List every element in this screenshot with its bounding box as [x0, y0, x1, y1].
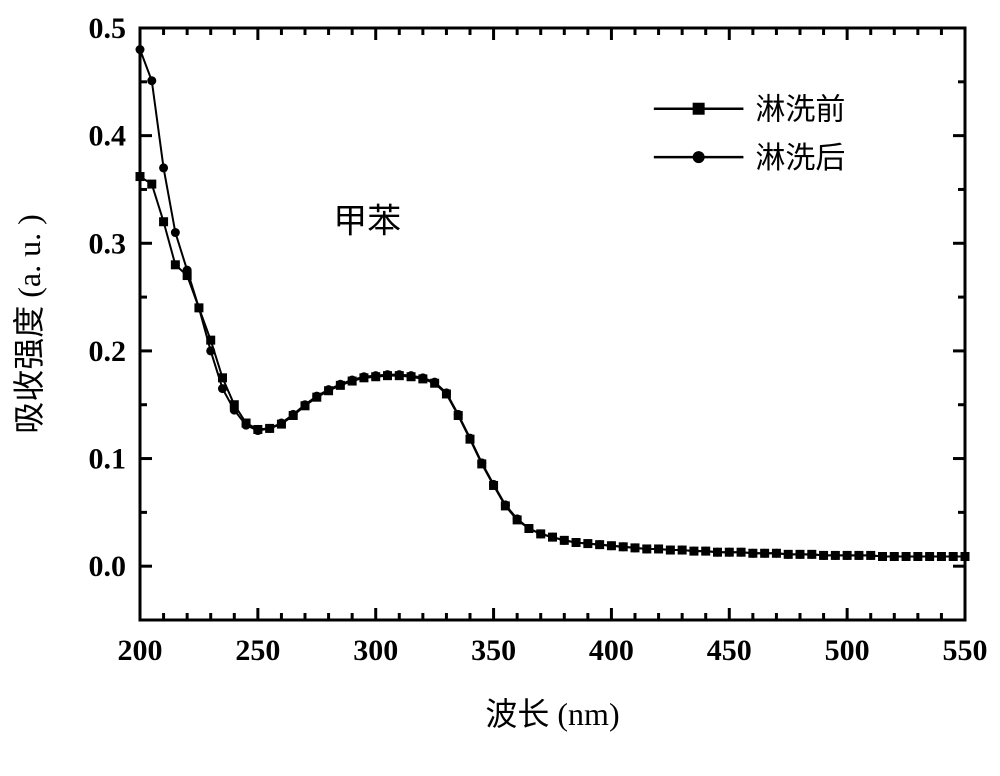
marker-circle — [418, 373, 427, 382]
marker-circle — [878, 552, 887, 561]
marker-circle — [501, 500, 510, 509]
y-tick-label: 0.3 — [89, 227, 127, 260]
marker-circle — [477, 458, 486, 467]
marker-circle — [654, 544, 663, 553]
marker-circle — [253, 426, 262, 435]
marker-circle — [206, 346, 215, 355]
marker-circle — [595, 540, 604, 549]
marker-circle — [772, 549, 781, 558]
marker-circle — [230, 406, 239, 415]
marker-circle — [961, 552, 970, 561]
y-tick-label: 0.1 — [89, 443, 127, 476]
marker-circle — [796, 550, 805, 559]
marker-circle — [607, 541, 616, 550]
marker-circle — [147, 76, 156, 85]
marker-circle — [713, 548, 722, 557]
marker-circle — [784, 550, 793, 559]
marker-circle — [619, 542, 628, 551]
marker-circle — [890, 552, 899, 561]
marker-circle — [442, 388, 451, 397]
y-tick-label: 0.0 — [89, 550, 127, 583]
series-line-before — [140, 177, 965, 557]
marker-circle — [407, 371, 416, 380]
marker-circle — [819, 551, 828, 560]
marker-circle — [194, 303, 203, 312]
marker-circle — [548, 533, 557, 542]
marker-circle — [383, 370, 392, 379]
x-tick-label: 250 — [235, 634, 280, 667]
marker-square — [147, 180, 156, 189]
marker-circle — [466, 434, 475, 443]
marker-circle — [831, 551, 840, 560]
marker-circle — [301, 400, 310, 409]
marker-square — [171, 260, 180, 269]
x-tick-label: 350 — [471, 634, 516, 667]
marker-circle — [866, 551, 875, 560]
marker-circle — [454, 410, 463, 419]
marker-circle — [937, 552, 946, 561]
marker-circle — [513, 514, 522, 523]
marker-circle — [289, 410, 298, 419]
chart-svg: 200 250 300 350 400 450 500 550 0.0 0.1 0.2 0.3 0.4 0… — [0, 0, 1000, 776]
marker-circle — [524, 524, 533, 533]
marker-circle — [359, 372, 368, 381]
legend-marker-circle — [693, 151, 705, 163]
marker-circle — [159, 163, 168, 172]
x-tick-label: 400 — [589, 634, 634, 667]
x-axis-title: 波长 (nm) — [485, 696, 619, 732]
marker-circle — [312, 392, 321, 401]
marker-circle — [925, 552, 934, 561]
x-tick-label: 200 — [118, 634, 163, 667]
marker-circle — [136, 45, 145, 54]
y-tick-label: 0.4 — [89, 120, 127, 153]
marker-circle — [371, 371, 380, 380]
marker-circle — [666, 546, 675, 555]
marker-circle — [642, 544, 651, 553]
annotation-label: 甲苯 — [333, 203, 401, 241]
marker-circle — [572, 538, 581, 547]
marker-circle — [430, 378, 439, 387]
marker-circle — [265, 424, 274, 433]
chart-container: 200 250 300 350 400 450 500 550 0.0 0.1 0.2 0.3 0.4 0… — [0, 0, 1000, 776]
marker-circle — [725, 548, 734, 557]
y-axis-title: 吸收强度 (a. u. ) — [11, 214, 47, 434]
marker-circle — [171, 228, 180, 237]
marker-circle — [913, 552, 922, 561]
marker-circle — [536, 529, 545, 538]
marker-circle — [583, 539, 592, 548]
marker-circle — [678, 546, 687, 555]
marker-circle — [324, 385, 333, 394]
marker-circle — [854, 551, 863, 560]
marker-circle — [348, 375, 357, 384]
x-tick-label: 450 — [707, 634, 752, 667]
x-tick-label: 550 — [943, 634, 988, 667]
marker-circle — [218, 384, 227, 393]
marker-circle — [737, 548, 746, 557]
marker-circle — [631, 543, 640, 552]
legend-label: 淋洗后 — [755, 142, 845, 175]
marker-circle — [395, 370, 404, 379]
y-tick-label: 0.5 — [89, 12, 127, 45]
marker-circle — [689, 547, 698, 556]
marker-circle — [560, 536, 569, 545]
x-tick-label: 500 — [825, 634, 870, 667]
marker-circle — [807, 550, 816, 559]
marker-circle — [183, 266, 192, 275]
marker-circle — [760, 549, 769, 558]
marker-circle — [242, 421, 251, 430]
marker-circle — [949, 552, 958, 561]
legend-marker-square — [693, 103, 705, 115]
legend-label: 淋洗前 — [755, 94, 845, 127]
marker-circle — [843, 551, 852, 560]
marker-circle — [277, 419, 286, 428]
marker-square — [159, 217, 168, 226]
marker-circle — [336, 380, 345, 389]
marker-circle — [902, 552, 911, 561]
marker-square — [136, 172, 145, 181]
y-tick-label: 0.2 — [89, 335, 127, 368]
x-tick-label: 300 — [353, 634, 398, 667]
marker-circle — [748, 549, 757, 558]
marker-circle — [489, 480, 498, 489]
marker-circle — [701, 547, 710, 556]
